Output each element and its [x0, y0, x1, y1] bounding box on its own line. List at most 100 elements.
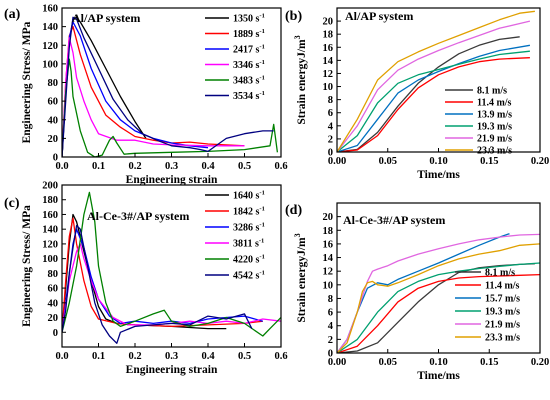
legend-label: 8.1 m/s	[477, 86, 507, 97]
panel-label: (b)	[285, 9, 302, 24]
y-axis-label: Strain energyJ/m3	[293, 233, 308, 322]
x-tick-label: 0.3	[165, 161, 178, 172]
x-tick-label: 0.15	[480, 156, 498, 167]
legend-label: 23.3 m/s	[485, 333, 520, 344]
series-line-3483-s-	[62, 58, 279, 157]
legend-label: 3811 s-1	[233, 238, 264, 250]
series-line-23.3-m-s	[337, 243, 540, 353]
y-tick-label: 60	[48, 284, 59, 295]
y-tick-label: 6	[328, 308, 333, 319]
y-tick-label: 80	[48, 269, 59, 280]
x-tick-label: 0.00	[328, 156, 346, 167]
y-tick-label: 80	[48, 78, 59, 89]
y-tick-label: 18	[323, 226, 334, 237]
legend	[205, 194, 229, 276]
y-tick-label: 12	[323, 69, 334, 80]
y-tick-label: 2	[328, 335, 333, 346]
y-tick-label: 100	[42, 59, 58, 70]
series-line-21.9-m-s	[337, 233, 540, 353]
y-tick-label: 20	[48, 134, 59, 145]
y-tick-label: 0	[328, 349, 333, 360]
x-tick-label: 0.10	[429, 156, 447, 167]
series-line-1640-s-	[62, 213, 227, 333]
x-tick-label: 0.4	[201, 161, 215, 172]
x-tick-label: 0.20	[531, 156, 549, 167]
x-tick-label: 0.20	[531, 357, 549, 368]
x-tick-label: 0.6	[274, 351, 287, 362]
x-axis-label: Engineering strain	[126, 364, 218, 376]
y-tick-label: 160	[42, 210, 58, 221]
legend-label: 4542 s-1	[233, 270, 265, 282]
y-tick-label: 4	[328, 121, 334, 132]
y-tick-label: 120	[42, 239, 58, 250]
y-tick-label: 2	[328, 134, 333, 145]
x-tick-label: 0.05	[379, 357, 397, 368]
y-tick-label: 0	[53, 328, 58, 339]
legend-label: 3346 s-1	[233, 59, 265, 71]
x-tick-label: 0.1	[92, 161, 105, 172]
y-tick-label: 10	[323, 82, 334, 93]
chart-title: Al-Ce-3#/AP system	[87, 209, 189, 223]
panel-label: (a)	[4, 7, 21, 22]
y-tick-label: 160	[42, 4, 58, 15]
y-tick-label: 140	[42, 22, 58, 33]
chart-panel-b: 0.00 0.05 0.10 0.15 0.20 0 2 4 6 8 10 12 14 16 18 20 Tim…	[285, 7, 549, 181]
y-tick-label: 120	[42, 41, 58, 52]
series-line-1842-s-	[62, 217, 263, 333]
series-line-1889-s-	[62, 25, 245, 157]
legend-label: 2417 s-1	[233, 44, 265, 56]
chart-panel-a: 0.0 0.1 0.2 0.3 0.4 0.5 0.6 0 20 40 60 80 100 120 140 1…	[4, 4, 288, 187]
legend-label: 3534 s-1	[233, 90, 265, 102]
legend-label: 1640 s-1	[233, 190, 265, 202]
series-line-19.3-m-s	[337, 50, 530, 152]
x-tick-label: 0.15	[480, 357, 498, 368]
legend	[205, 17, 229, 97]
y-tick-label: 4	[328, 321, 334, 332]
y-tick-label: 16	[323, 43, 334, 54]
chart-title: Al-Ce-3#/AP system	[343, 213, 445, 227]
legend-label: 21.9 m/s	[477, 134, 512, 145]
x-tick-label: 0.5	[238, 351, 251, 362]
chart-panel-d: 0.00 0.05 0.10 0.15 0.20 0 2 4 6 8 10 12 14 16 18 20 Tim…	[285, 202, 549, 382]
x-axis-label: Time/ms	[417, 169, 460, 181]
series-line-4542-s-	[62, 224, 253, 344]
y-tick-label: 200	[42, 181, 58, 192]
series-line-3534-s-	[62, 16, 274, 157]
y-tick-label: 20	[323, 212, 334, 223]
y-tick-label: 60	[48, 97, 59, 108]
y-tick-label: 18	[323, 30, 334, 41]
chart-panel-c: 0.0 0.1 0.2 0.3 0.4 0.5 0.6 0 20 40 60 80 100 120 140 1…	[4, 181, 288, 377]
legend-label: 15.7 m/s	[485, 294, 520, 305]
y-tick-label: 16	[323, 239, 334, 250]
y-tick-label: 10	[323, 280, 334, 291]
y-axis-label: Engineering Stress/ MPa	[21, 205, 33, 327]
legend-label: 1350 s-1	[233, 13, 265, 25]
legend-label: 19.3 m/s	[485, 307, 520, 318]
legend	[455, 271, 481, 338]
legend-label: 8.1 m/s	[485, 268, 515, 279]
x-tick-label: 0.5	[238, 161, 251, 172]
panel-label: (c)	[4, 196, 20, 211]
x-tick-label: 0.00	[328, 357, 346, 368]
series-line-19.3-m-s	[337, 262, 540, 353]
y-tick-label: 180	[42, 195, 58, 206]
y-tick-label: 8	[328, 95, 333, 106]
series-line-4220-s-	[62, 191, 281, 337]
y-tick-label: 8	[328, 294, 333, 305]
y-tick-label: 12	[323, 267, 334, 278]
x-tick-label: 0.3	[165, 351, 178, 362]
legend-label: 4220 s-1	[233, 254, 265, 266]
x-tick-label: 0.1	[92, 351, 105, 362]
x-tick-label: 0.6	[274, 161, 287, 172]
chart-title: Al/AP system	[72, 11, 140, 25]
y-tick-label: 14	[323, 56, 334, 67]
y-tick-label: 100	[42, 254, 58, 265]
legend	[445, 89, 473, 151]
series-line-23.3-m-s	[337, 10, 535, 152]
y-tick-label: 140	[42, 225, 58, 236]
legend-label: 21.9 m/s	[485, 320, 520, 331]
chart-title: Al/AP system	[345, 9, 413, 23]
legend-label: 13.9 m/s	[477, 110, 512, 121]
x-tick-label: 0.2	[128, 161, 141, 172]
